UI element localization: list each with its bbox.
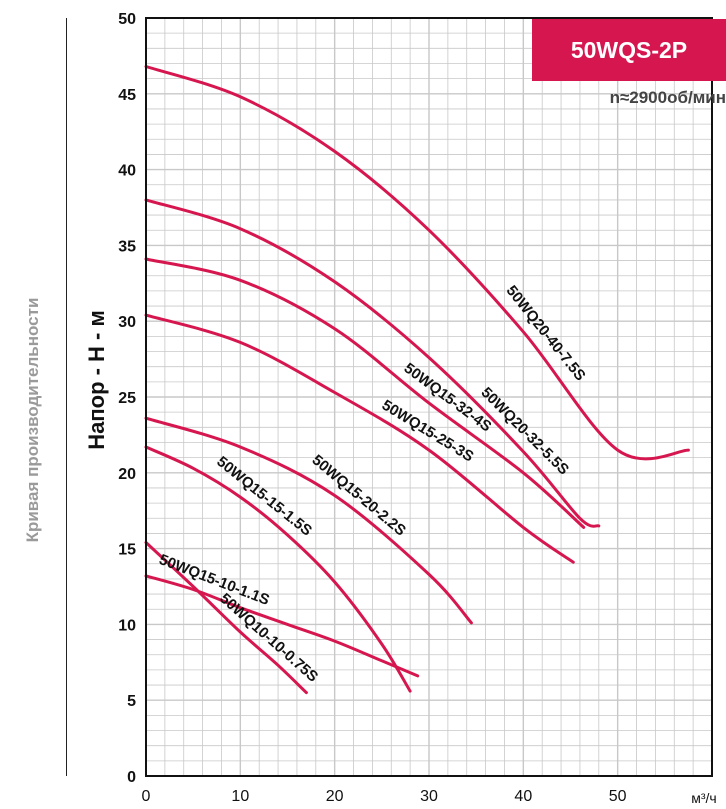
x-axis-unit: м³/ч [691,790,716,806]
series-label: 50WQ15-15-1.5S [213,453,315,539]
x-tick-labels: 0 10 20 30 40 50 [142,788,627,805]
series-label: 50WQ10-10-0.75S [216,590,321,686]
y-tick-label: 25 [118,390,136,407]
speed-label: n≈2900об/мин [610,88,726,107]
y-tick-label: 15 [118,542,136,559]
y-tick-label: 50 [118,11,136,28]
series-label: 50WQ15-10-1.1S [157,551,272,609]
y-tick-label: 30 [118,314,136,331]
y-tick-labels: 0 5 10 15 20 25 30 35 40 45 50 [118,11,136,786]
side-divider [66,18,67,776]
x-tick-label: 20 [326,788,344,805]
series-layer [144,65,690,695]
y-tick-label: 40 [118,163,136,180]
y-tick-label: 45 [118,87,136,104]
series-label: 50WQ15-20-2.2S [309,452,409,540]
model-badge: 50WQS-2P [532,19,726,81]
y-tick-label: 0 [127,769,136,786]
plot-frame [145,17,713,777]
model-badge-background [532,19,726,81]
series-line [144,541,308,695]
series-label: 50WQ20-40-7.5S [503,282,589,384]
x-tick-label: 10 [231,788,249,805]
series-line [144,257,586,529]
y-axis-label: Напор - H - м [84,310,109,450]
model-badge-title: 50WQS-2P [571,37,687,63]
x-tick-label: 30 [420,788,438,805]
series-line [144,416,473,625]
series-line [144,198,601,528]
y-tick-label: 20 [118,466,136,483]
y-tick-label: 10 [118,617,136,634]
y-tick-label: 5 [127,693,136,710]
axes [145,17,713,777]
x-tick-label: 40 [514,788,532,805]
x-tick-label: 50 [609,788,627,805]
series-label: 50WQ20-32-5.5S [477,384,572,478]
series-line [144,65,690,461]
y-tick-label: 35 [118,238,136,255]
series-line [144,313,575,564]
x-tick-label: 0 [142,788,151,805]
series-line [144,445,412,693]
major-grid [146,18,712,776]
series-line [144,574,420,678]
